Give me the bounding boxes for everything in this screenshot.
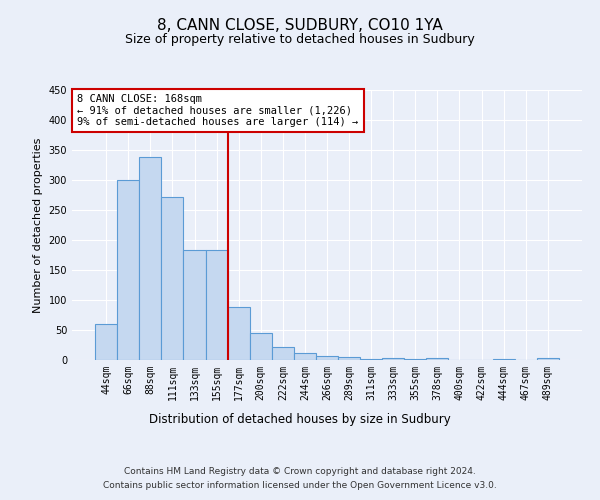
Bar xyxy=(161,197,184,360)
Bar xyxy=(117,180,139,360)
Bar xyxy=(404,359,427,360)
Text: Contains HM Land Registry data © Crown copyright and database right 2024.: Contains HM Land Registry data © Crown c… xyxy=(124,468,476,476)
Bar xyxy=(360,359,382,360)
Bar xyxy=(338,357,360,360)
Bar xyxy=(227,307,250,360)
Bar xyxy=(382,358,404,360)
Text: Distribution of detached houses by size in Sudbury: Distribution of detached houses by size … xyxy=(149,412,451,426)
Text: Size of property relative to detached houses in Sudbury: Size of property relative to detached ho… xyxy=(125,32,475,46)
Bar xyxy=(493,359,515,360)
Text: Contains public sector information licensed under the Open Government Licence v3: Contains public sector information licen… xyxy=(103,481,497,490)
Bar xyxy=(139,157,161,360)
Bar xyxy=(184,250,206,360)
Y-axis label: Number of detached properties: Number of detached properties xyxy=(33,138,43,312)
Bar xyxy=(537,358,559,360)
Bar xyxy=(272,347,294,360)
Bar xyxy=(316,356,338,360)
Text: 8, CANN CLOSE, SUDBURY, CO10 1YA: 8, CANN CLOSE, SUDBURY, CO10 1YA xyxy=(157,18,443,32)
Bar xyxy=(427,358,448,360)
Bar xyxy=(250,333,272,360)
Bar xyxy=(95,324,117,360)
Text: 8 CANN CLOSE: 168sqm
← 91% of detached houses are smaller (1,226)
9% of semi-det: 8 CANN CLOSE: 168sqm ← 91% of detached h… xyxy=(77,94,358,127)
Bar xyxy=(206,250,227,360)
Bar xyxy=(294,353,316,360)
